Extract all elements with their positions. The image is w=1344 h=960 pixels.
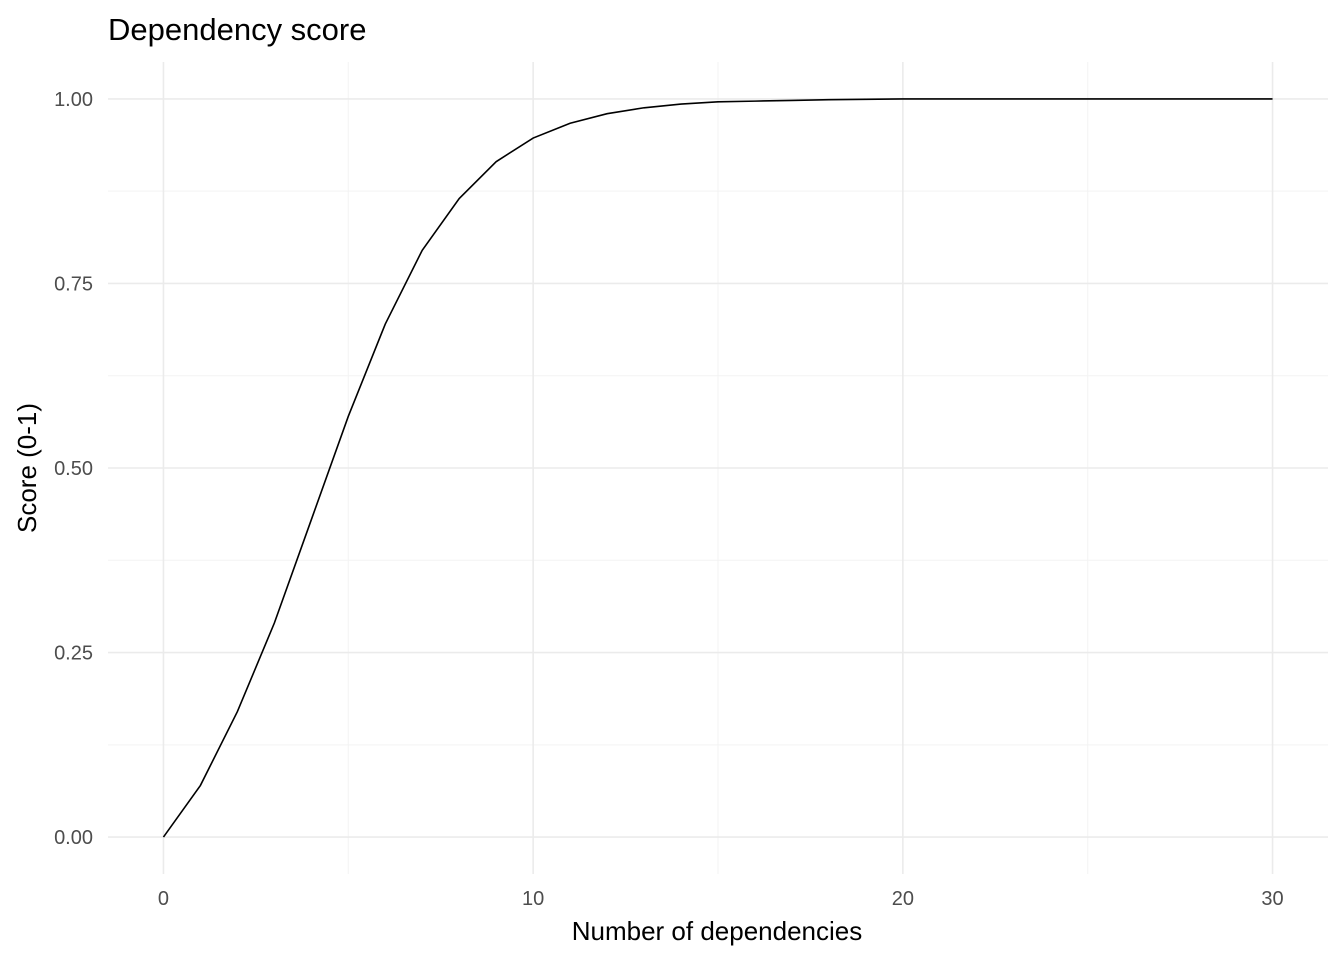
x-tick-label: 0 [158, 888, 169, 910]
series-line [162, 98, 1273, 838]
y-axis-title: Score (0-1) [12, 403, 42, 533]
x-tick-label: 20 [892, 888, 914, 910]
major-gridlines [108, 62, 1328, 874]
x-axis-tick-labels: 0 10 20 30 [158, 888, 1284, 910]
y-tick-label: 0.75 [54, 273, 93, 295]
x-tick-label: 10 [522, 888, 544, 910]
y-tick-label: 0.50 [54, 458, 93, 480]
y-axis-tick-labels: 0.00 0.25 0.50 0.75 1.00 [54, 89, 93, 849]
minor-gridlines [108, 62, 1328, 874]
y-tick-label: 0.25 [54, 643, 93, 665]
x-tick-label: 30 [1261, 888, 1283, 910]
y-tick-label: 1.00 [54, 89, 93, 111]
series-layer [162, 98, 1273, 838]
x-axis-title: Number of dependencies [572, 916, 863, 946]
y-tick-label: 0.00 [54, 827, 93, 849]
chart-title: Dependency score [108, 12, 367, 47]
